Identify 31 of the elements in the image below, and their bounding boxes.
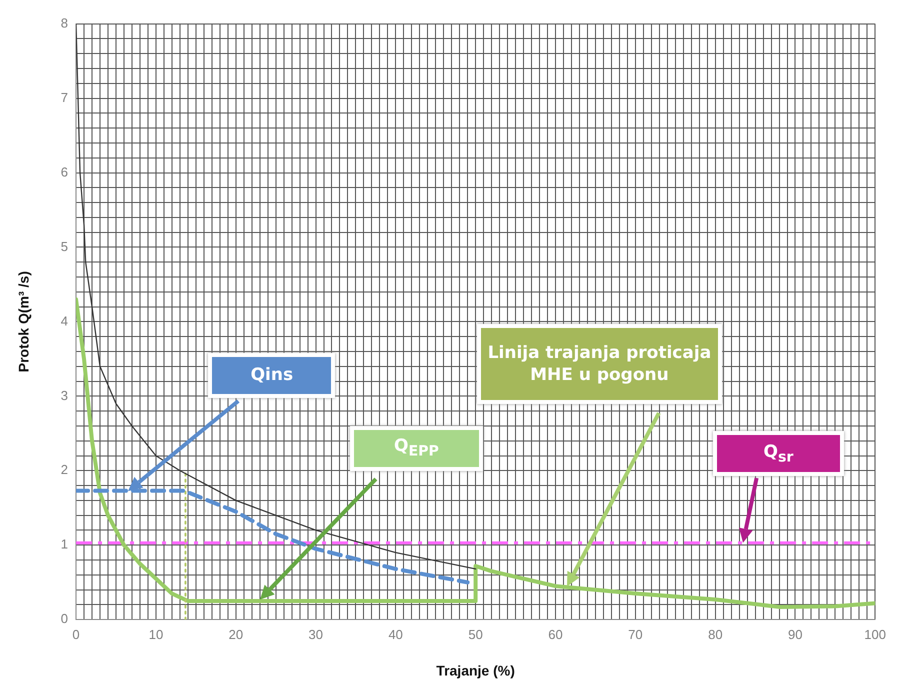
x-tick-label: 80 [708,626,723,642]
x-tick-label: 30 [308,626,323,642]
x-tick-label: 50 [468,626,483,642]
x-tick-label: 60 [548,626,563,642]
y-tick-label: 1 [60,536,68,552]
x-tick-label: 0 [72,626,80,642]
label-box: Q$_{sr}$ [712,431,844,476]
x-axis-title: Trajanje (%) [436,662,515,678]
annotation: Q$_{sr}$ [764,440,794,466]
annotation: Linija trajanja proticaja MHE u pogonu [486,342,712,386]
y-tick-label: 7 [60,90,68,105]
line-series [76,488,470,584]
y-tick-label: 5 [60,238,68,254]
x-tick-label: 70 [628,626,643,642]
label-box: Qins [208,352,336,398]
y-tick-label: 4 [60,313,68,328]
y-tick-label: 3 [60,388,68,403]
y-tick-label: 2 [60,462,68,478]
x-tick-label: 90 [788,626,802,642]
y-tick-label: 6 [60,164,68,180]
annotation: Qins [250,364,294,386]
label-box: Linija trajanja proticaja MHE u pogonu [476,324,722,404]
y-axis-title: Protok Q(m³ /s) [15,271,32,372]
x-tick-label: 100 [864,626,886,642]
x-tick-label: 10 [148,626,164,642]
y-tick-label: 8 [60,15,68,30]
x-tick-label: 40 [388,626,403,642]
y-tick-label: 0 [60,611,68,626]
annotation: Q$_{EPP}$ [394,435,439,462]
label-box: Q$_{EPP}$ [350,426,483,471]
x-tick-label: 20 [228,626,244,642]
